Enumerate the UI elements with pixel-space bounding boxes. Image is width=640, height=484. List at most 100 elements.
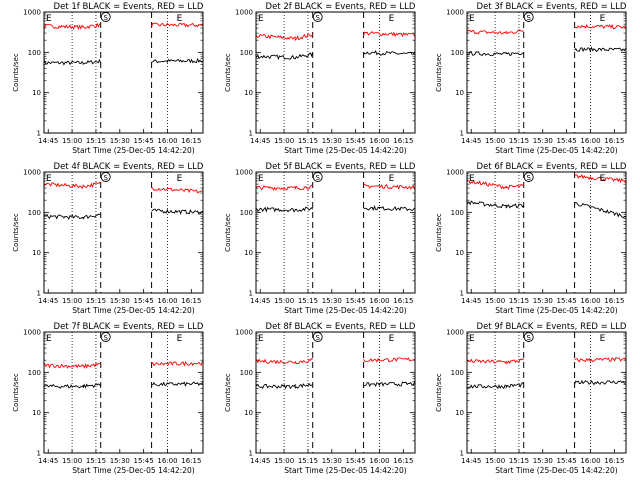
y-tick-label: 1000 (235, 329, 253, 337)
panel-frame (255, 11, 416, 134)
x-tick-label: 15:00 (485, 297, 505, 305)
lld-series-line (574, 174, 626, 184)
x-axis-label: Start Time (25-Dec-05 14:42:20) (284, 466, 406, 475)
panel-frame (466, 11, 627, 134)
y-tick-label: 100 (451, 369, 464, 377)
saa-marker-circle (312, 12, 323, 22)
y-tick-label: 1000 (235, 169, 253, 177)
x-axis-label: Start Time (25-Dec-05 14:42:20) (495, 466, 617, 475)
x-tick-label: 16:00 (157, 297, 177, 305)
y-tick-label: 100 (451, 49, 464, 57)
saa-marker-label: S (315, 174, 320, 182)
x-tick-label: 15:45 (346, 137, 366, 145)
y-tick-label: 1 (37, 130, 41, 138)
x-tick-label: 14:45 (38, 457, 58, 465)
events-series-line (43, 58, 102, 66)
x-tick-label: 16:00 (580, 297, 600, 305)
x-tick-label: 15:15 (509, 457, 529, 465)
lld-series-line (151, 22, 203, 28)
y-tick-label: 1000 (23, 329, 41, 337)
y-axis-label: Counts/sec (12, 373, 20, 412)
x-tick-label: 15:15 (298, 137, 318, 145)
y-tick-label: 100 (240, 369, 253, 377)
events-series-line (43, 382, 102, 389)
y-tick-label: 100 (240, 49, 253, 57)
x-tick-label: 15:00 (62, 297, 82, 305)
end-marker-label: E (389, 174, 395, 184)
start-marker-label: E (46, 174, 52, 184)
y-tick-label: 1000 (23, 9, 41, 17)
events-series-line (151, 57, 203, 64)
end-marker-label: E (177, 334, 183, 344)
y-tick-label: 100 (28, 369, 41, 377)
x-tick-label: 16:15 (393, 457, 413, 465)
y-tick-label: 10 (244, 409, 253, 417)
y-tick-label: 1 (37, 290, 41, 298)
events-series-line (43, 213, 101, 220)
panel-title: Det 9f BLACK = Events, RED = LLD (477, 322, 627, 332)
saa-marker-label: S (103, 334, 108, 342)
events-series-line (363, 381, 415, 388)
lld-series-line (151, 187, 203, 194)
y-tick-label: 100 (240, 209, 253, 217)
saa-marker-circle (312, 172, 323, 182)
x-tick-label: 15:00 (62, 137, 82, 145)
panel-frame (43, 171, 204, 294)
lld-series-line (363, 357, 415, 363)
x-axis-label: Start Time (25-Dec-05 14:42:20) (284, 306, 406, 315)
events-series-line (466, 51, 524, 57)
y-tick-label: 10 (244, 89, 253, 97)
x-tick-label: 16:00 (369, 137, 389, 145)
panel-frame (255, 171, 416, 294)
x-tick-label: 14:45 (250, 137, 270, 145)
lld-series-line (466, 178, 524, 191)
y-tick-label: 100 (451, 209, 464, 217)
y-tick-label: 1000 (235, 9, 253, 17)
x-tick-label: 15:00 (274, 137, 294, 145)
events-series-line (151, 208, 203, 215)
x-tick-label: 15:45 (557, 457, 577, 465)
x-tick-label: 15:45 (557, 137, 577, 145)
x-tick-label: 15:30 (533, 297, 553, 305)
y-tick-label: 1000 (23, 169, 41, 177)
end-marker-label: E (389, 14, 395, 24)
saa-marker-label: S (315, 14, 320, 22)
y-axis-label: Counts/sec (435, 373, 443, 412)
x-tick-label: 14:45 (461, 137, 481, 145)
lld-series-line (363, 31, 415, 38)
x-tick-label: 15:00 (274, 297, 294, 305)
lld-series-line (43, 181, 102, 190)
y-tick-label: 1 (460, 290, 464, 298)
start-marker-label: E (46, 334, 52, 344)
start-marker-label: E (469, 334, 475, 344)
x-tick-label: 15:30 (110, 297, 130, 305)
lld-series-line (255, 184, 313, 191)
events-series-line (466, 200, 525, 209)
x-axis-label: Start Time (25-Dec-05 14:42:20) (72, 146, 194, 155)
x-tick-label: 15:00 (274, 457, 294, 465)
saa-marker-circle (523, 172, 534, 182)
x-tick-label: 16:00 (157, 137, 177, 145)
y-axis-label: Counts/sec (435, 213, 443, 252)
panel-title: Det 5f BLACK = Events, RED = LLD (266, 162, 416, 172)
x-tick-label: 14:45 (461, 297, 481, 305)
x-tick-label: 16:00 (369, 457, 389, 465)
events-series-line (255, 52, 314, 61)
y-tick-label: 1 (249, 290, 253, 298)
y-tick-label: 1000 (446, 169, 464, 177)
x-axis-label: Start Time (25-Dec-05 14:42:20) (72, 306, 194, 315)
y-tick-label: 1 (37, 450, 41, 458)
panel-title: Det 3f BLACK = Events, RED = LLD (477, 2, 627, 12)
start-marker-label: E (46, 14, 52, 24)
y-tick-label: 10 (32, 89, 41, 97)
lld-series-line (43, 22, 101, 31)
x-tick-label: 16:15 (181, 457, 201, 465)
y-tick-label: 100 (28, 49, 41, 57)
lld-series-line (255, 33, 314, 42)
events-series-line (574, 46, 626, 53)
x-tick-label: 15:45 (134, 457, 154, 465)
lld-series-line (574, 357, 626, 363)
start-marker-label: E (469, 14, 475, 24)
x-tick-label: 16:15 (181, 137, 201, 145)
panel-frame (466, 331, 627, 454)
